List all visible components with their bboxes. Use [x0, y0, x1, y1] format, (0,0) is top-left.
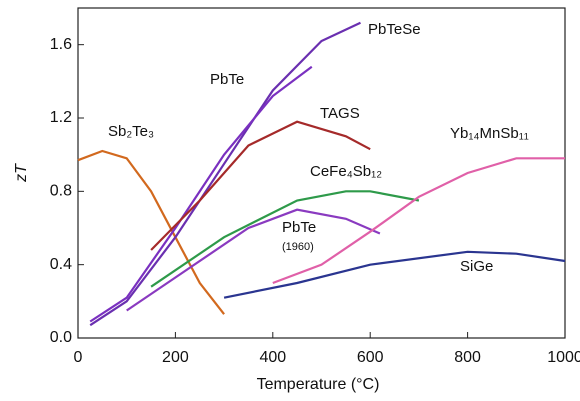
x-tick-label: 1000 [547, 349, 580, 366]
series-line [126, 208, 381, 312]
series-line [272, 157, 565, 285]
series-line [150, 190, 420, 288]
y-tick-label: 0.4 [50, 256, 72, 273]
series-line [150, 120, 371, 251]
x-axis-label: Temperature (°C) [257, 376, 380, 393]
series-label: PbTe [210, 71, 244, 88]
y-tick-label: 1.2 [50, 109, 72, 126]
series-label: TAGS [320, 105, 360, 122]
series-line [89, 65, 313, 323]
x-tick-label: 400 [259, 349, 286, 366]
y-tick-label: 0.8 [50, 183, 72, 200]
series-line [89, 21, 361, 327]
series-label: Yb₁₄MnSb₁₁ [450, 125, 529, 142]
y-tick-label: 1.6 [50, 36, 72, 53]
series-label: PbTeSe [368, 21, 421, 38]
x-tick-label: 800 [454, 349, 481, 366]
x-tick-label: 200 [162, 349, 189, 366]
series-label: CeFe₄Sb₁₂ [310, 163, 382, 180]
annotation: (1960) [282, 241, 314, 253]
y-tick-label: 0.0 [50, 329, 72, 346]
series-line [223, 250, 566, 299]
x-tick-label: 600 [357, 349, 384, 366]
series-label: SiGe [460, 258, 493, 275]
series-label: PbTe [282, 219, 316, 236]
series-line [77, 149, 225, 315]
x-tick-label: 0 [74, 349, 83, 366]
series-label: Sb₂Te₃ [108, 123, 154, 140]
plot-frame [77, 7, 566, 339]
y-axis-label: zT [13, 163, 30, 183]
